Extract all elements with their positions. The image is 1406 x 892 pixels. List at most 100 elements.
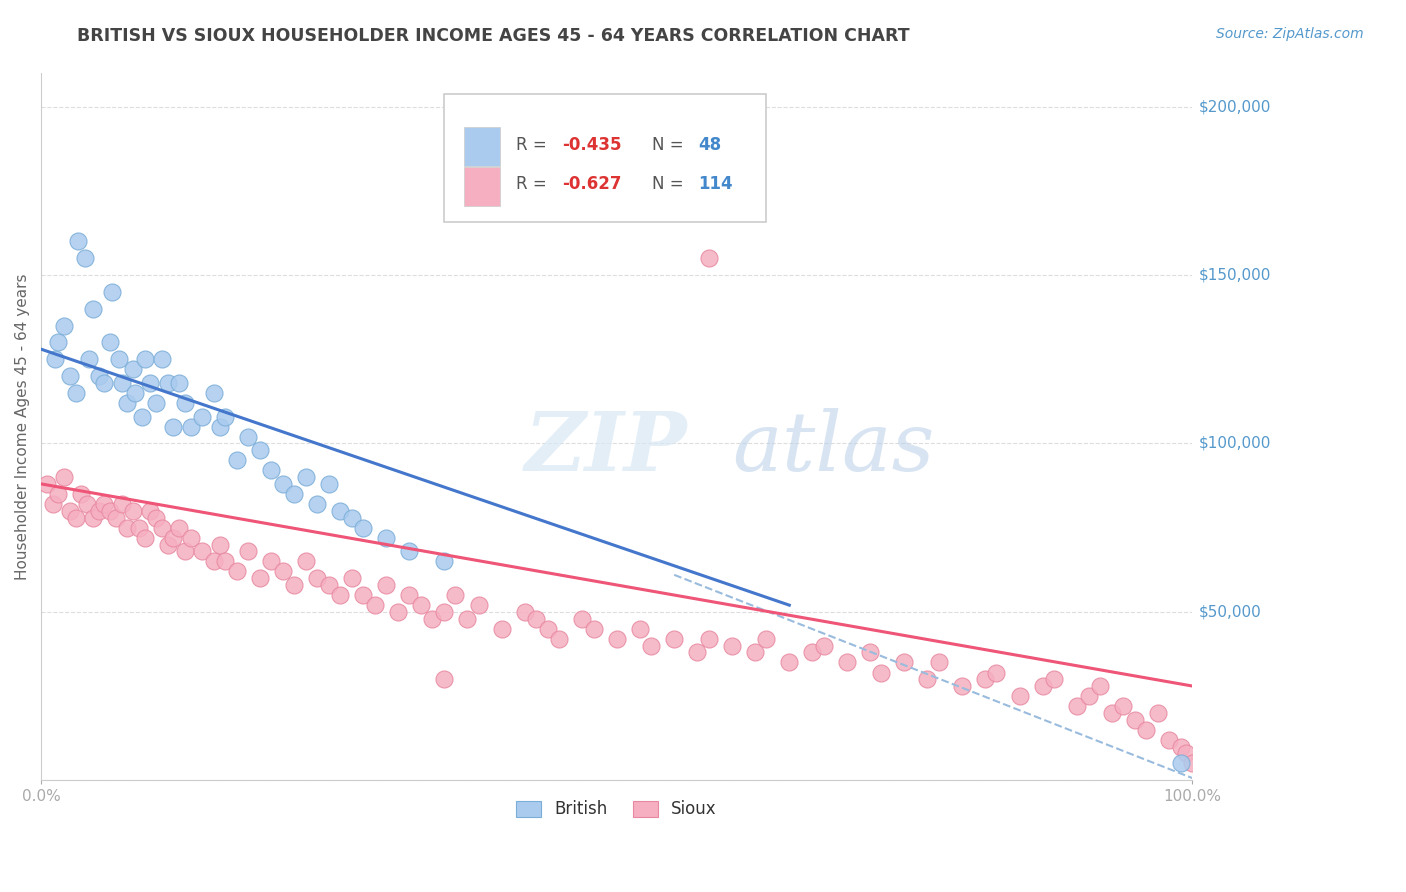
Point <box>145 510 167 524</box>
Point <box>208 537 231 551</box>
Point <box>1008 689 1031 703</box>
Point <box>1159 732 1181 747</box>
FancyBboxPatch shape <box>464 167 501 205</box>
Point <box>1077 689 1099 703</box>
Point <box>686 645 709 659</box>
Legend: British, Sioux: British, Sioux <box>510 794 724 825</box>
Point <box>801 645 824 659</box>
Point <box>444 588 467 602</box>
Point <box>467 598 489 612</box>
Point <box>73 251 96 265</box>
Point <box>398 588 420 602</box>
Point <box>139 504 162 518</box>
Point <box>352 521 374 535</box>
Point <box>352 588 374 602</box>
Point <box>917 672 939 686</box>
Y-axis label: Householder Income Ages 45 - 64 years: Householder Income Ages 45 - 64 years <box>15 273 30 580</box>
Point <box>524 612 547 626</box>
Point <box>59 369 82 384</box>
Point <box>318 578 340 592</box>
Point <box>139 376 162 390</box>
Point <box>433 605 456 619</box>
Point <box>167 376 190 390</box>
Point <box>150 521 173 535</box>
Point <box>720 639 742 653</box>
Point <box>986 665 1008 680</box>
Point <box>156 537 179 551</box>
Point <box>208 419 231 434</box>
Point <box>375 531 398 545</box>
Point <box>283 487 305 501</box>
Point <box>249 571 271 585</box>
Point <box>433 672 456 686</box>
Point <box>93 497 115 511</box>
Point <box>295 470 318 484</box>
Point <box>82 301 104 316</box>
Text: $200,000: $200,000 <box>1199 99 1271 114</box>
Point <box>271 476 294 491</box>
Point <box>1146 706 1168 720</box>
Point <box>1135 723 1157 737</box>
Point <box>398 544 420 558</box>
FancyBboxPatch shape <box>464 127 501 166</box>
Point <box>180 531 202 545</box>
Point <box>122 504 145 518</box>
Point <box>70 487 93 501</box>
Text: $150,000: $150,000 <box>1199 268 1271 283</box>
Point <box>536 622 558 636</box>
Point <box>628 622 651 636</box>
Point <box>53 318 76 333</box>
Point <box>375 578 398 592</box>
Point <box>104 510 127 524</box>
Point <box>202 386 225 401</box>
Point <box>859 645 882 659</box>
Point <box>150 352 173 367</box>
Point <box>134 352 156 367</box>
Point <box>65 386 87 401</box>
Point <box>329 504 352 518</box>
Text: BRITISH VS SIOUX HOUSEHOLDER INCOME AGES 45 - 64 YEARS CORRELATION CHART: BRITISH VS SIOUX HOUSEHOLDER INCOME AGES… <box>77 27 910 45</box>
Text: R =: R = <box>516 136 553 153</box>
Point <box>974 672 997 686</box>
Text: atlas: atlas <box>731 408 934 488</box>
Point <box>1175 747 1198 761</box>
Point <box>697 251 720 265</box>
Point <box>744 645 766 659</box>
Point <box>571 612 593 626</box>
Point <box>174 396 197 410</box>
Point <box>307 497 329 511</box>
Point <box>307 571 329 585</box>
Point <box>191 544 214 558</box>
Text: R =: R = <box>516 176 553 194</box>
Point <box>174 544 197 558</box>
Point <box>893 656 915 670</box>
Point <box>59 504 82 518</box>
Point <box>697 632 720 646</box>
Point <box>82 510 104 524</box>
Point <box>108 352 131 367</box>
Point <box>422 612 444 626</box>
Point <box>117 396 139 410</box>
Point <box>124 386 146 401</box>
Point <box>928 656 950 670</box>
Point <box>44 352 66 367</box>
Point <box>433 554 456 568</box>
Point <box>456 612 478 626</box>
Point <box>167 521 190 535</box>
Point <box>606 632 628 646</box>
Point <box>1112 699 1135 714</box>
Point <box>35 476 58 491</box>
Text: 48: 48 <box>699 136 721 153</box>
Point <box>249 443 271 458</box>
Point <box>260 554 283 568</box>
Point <box>640 639 662 653</box>
Point <box>409 598 432 612</box>
Point <box>295 554 318 568</box>
Point <box>260 463 283 477</box>
Text: N =: N = <box>652 176 689 194</box>
Point <box>48 335 70 350</box>
Text: 114: 114 <box>699 176 733 194</box>
Point <box>548 632 571 646</box>
Point <box>76 497 98 511</box>
Point <box>131 409 153 424</box>
